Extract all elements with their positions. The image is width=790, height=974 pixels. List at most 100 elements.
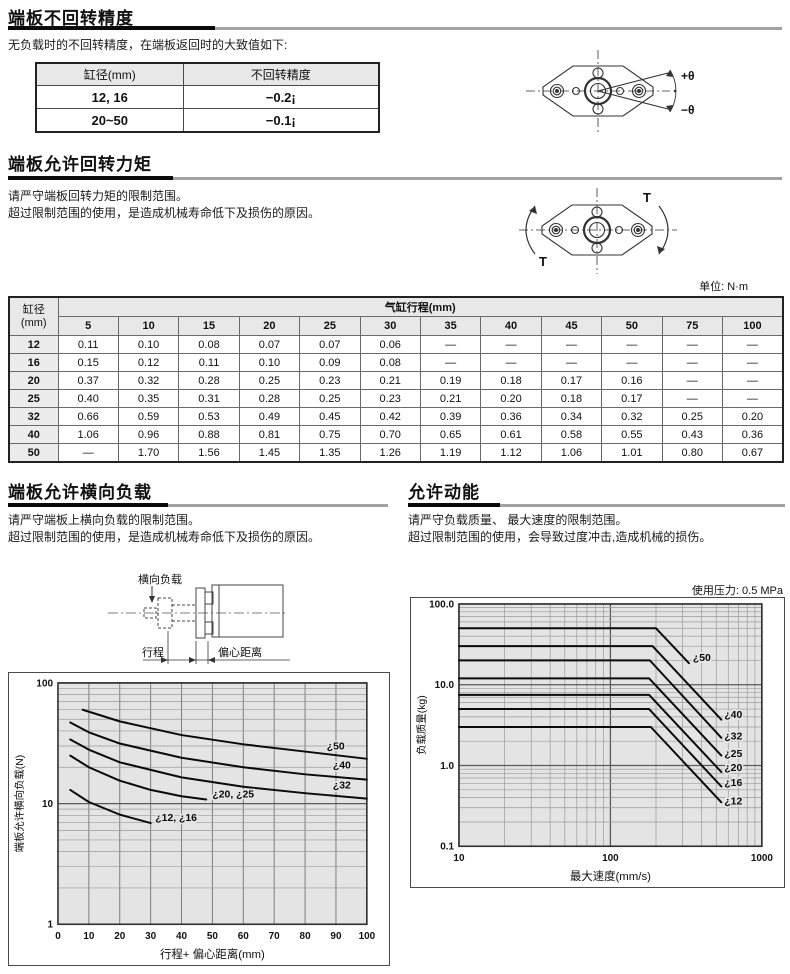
stroke-header-cell: 5: [57, 316, 119, 336]
x-tick-label: 60: [238, 931, 250, 942]
torque-value-cell: 1.35: [299, 443, 361, 463]
lateral-load-diagram: 横向负载 行程 偏心距离: [108, 572, 290, 664]
x-tick-label: 100: [602, 853, 619, 864]
end-plate: [195, 587, 206, 639]
torque-label-top: T: [643, 190, 651, 205]
torque-value-cell: —: [721, 371, 784, 390]
torque-row: 16 0.15 0.12 0.11 0.10 0.09 0.08— — — — — —: [8, 353, 784, 372]
minus-theta-label: −θ: [681, 103, 695, 117]
torque-value-cell: —: [661, 353, 723, 372]
plus-theta-label: +θ: [681, 69, 695, 83]
torque-value-cell: 0.25: [238, 371, 301, 390]
torque-value-cell: 0.18: [480, 371, 542, 390]
stroke-header-cell: 20: [238, 316, 301, 336]
bore-cell: 16: [8, 353, 59, 372]
x-tick-label: 50: [207, 931, 219, 942]
torque-value-cell: 0.09: [299, 353, 361, 372]
torque-value-cell: 0.40: [57, 389, 119, 408]
torque-value-cell: 0.49: [238, 407, 301, 426]
section1-intro: 无负载时的不回转精度，在端板返回时的大致值如下:: [8, 38, 288, 52]
acc-cell: −0.1¡: [182, 108, 380, 133]
x-tick-label: 80: [300, 931, 312, 942]
lateral-load-chart-panel: ¿50 ¿40 ¿32 ¿20, ¿25 ¿12, ¿16 0 10 20 30 40 50 60 70…: [8, 672, 390, 966]
series-label: ¿40: [333, 761, 351, 772]
x-tick-label: 30: [145, 931, 157, 942]
torque-value-cell: 0.17: [601, 389, 663, 408]
torque-value-cell: 1.70: [117, 443, 180, 463]
series-curve-50: [457, 627, 690, 665]
torque-value-cell: 0.07: [238, 335, 301, 354]
plot-frame: [458, 603, 763, 848]
acc-header-cell: 缸径(mm): [35, 62, 184, 86]
eccentric-dim-label: 偏心距离: [218, 645, 262, 659]
torque-value-cell: 0.36: [721, 425, 784, 444]
torque-value-cell: 0.81: [238, 425, 301, 444]
torque-value-cell: 0.65: [419, 425, 482, 444]
series-curve-2025: [69, 754, 208, 801]
y-axis-label: 负载质量(kg): [415, 695, 428, 755]
torque-value-cell: 0.96: [117, 425, 180, 444]
bore-col-header-line: (mm): [20, 316, 47, 329]
section2-line1: 请严守端板回转力矩的限制范围。: [8, 189, 189, 203]
unit-note: 单位: N·m: [699, 281, 748, 293]
series-curve-40: [69, 721, 368, 781]
torque-value-cell: 0.32: [117, 371, 180, 390]
series-curve-20: [457, 693, 723, 773]
torque-value-cell: 1.56: [178, 443, 240, 463]
torque-value-cell: 0.23: [359, 389, 421, 408]
dim-arrow-eccentric: [208, 657, 215, 663]
series-label: ¿50: [327, 742, 345, 753]
end-plate-rotation-diagram: +θ −θ: [526, 50, 695, 134]
torque-value-cell: 1.45: [238, 443, 301, 463]
y-tick-label: 100: [36, 678, 53, 689]
series-curve-40: [457, 645, 723, 721]
series-curve-1216: [69, 788, 152, 825]
bore-col-header-line: 缸径: [22, 303, 45, 316]
stroke-header-cell: 50: [601, 316, 663, 336]
stroke-header-cell: 15: [178, 316, 240, 336]
torque-value-cell: 0.70: [359, 425, 421, 444]
torque-value-cell: 0.36: [480, 407, 542, 426]
x-tick-label: 40: [176, 931, 188, 942]
series-label: ¿32: [724, 732, 742, 743]
stroke-header-cell: 75: [661, 316, 723, 336]
torque-row: 12 0.11 0.10 0.08 0.07 0.07 0.06— — — — — —: [8, 335, 784, 354]
torque-value-cell: —: [601, 353, 663, 372]
y-tick-label: 100.0: [429, 599, 454, 610]
torque-value-cell: 0.67: [721, 443, 784, 463]
torque-row: 25 0.40 0.35 0.31 0.28 0.25 0.23 0.21 0.20 0.18 0.…: [8, 389, 784, 408]
torque-row: 50—1.70 1.56 1.45 1.35 1.26 1.19 1.12 1.06 1.01 0…: [8, 443, 784, 463]
torque-value-cell: 0.25: [661, 407, 723, 426]
section3-rule: [8, 503, 388, 507]
section3-line1: 请严守端板上横向负载的限制范围。: [8, 513, 201, 527]
y-tick-label: 1: [47, 920, 53, 931]
torque-value-cell: 1.06: [540, 443, 603, 463]
y-tick-label: 10: [42, 799, 54, 810]
rotation-torque-table: 缸径 (mm) 气缸行程(mm) 5 10 15 20 25 30 35 40 45 50 75 100 12…: [8, 296, 784, 463]
load-arrowhead: [149, 596, 155, 603]
stroke-header-cell: 25: [299, 316, 361, 336]
section3-rule-accent: [8, 503, 168, 507]
series-label: ¿12: [724, 796, 742, 807]
grid-lines: [458, 603, 763, 847]
y-tick-label: 0.1: [440, 842, 454, 853]
section4-line2: 超过限制范围的使用，会导致过度冲击,造成机械的损伤。: [408, 530, 712, 544]
section1-rule-accent: [8, 26, 215, 30]
bore-cell: 20: [8, 371, 59, 390]
bushing-top: [204, 591, 214, 605]
end-plate-outline: [541, 204, 653, 256]
torque-value-cell: —: [57, 443, 119, 463]
torque-value-cell: 0.21: [419, 389, 482, 408]
torque-value-cell: 0.35: [117, 389, 180, 408]
torque-value-cell: —: [480, 353, 542, 372]
torque-value-cell: 0.58: [540, 425, 603, 444]
torque-value-cell: 0.37: [57, 371, 119, 390]
angle-line-minus: [597, 90, 669, 110]
torque-value-cell: —: [540, 353, 603, 372]
stroke-dim-label: 行程: [142, 646, 164, 659]
stroke-header-cell: 30: [359, 316, 421, 336]
section4-rule-accent: [408, 503, 500, 507]
torque-value-cell: 0.19: [419, 371, 482, 390]
stroke-header-cell: 40: [480, 316, 542, 336]
